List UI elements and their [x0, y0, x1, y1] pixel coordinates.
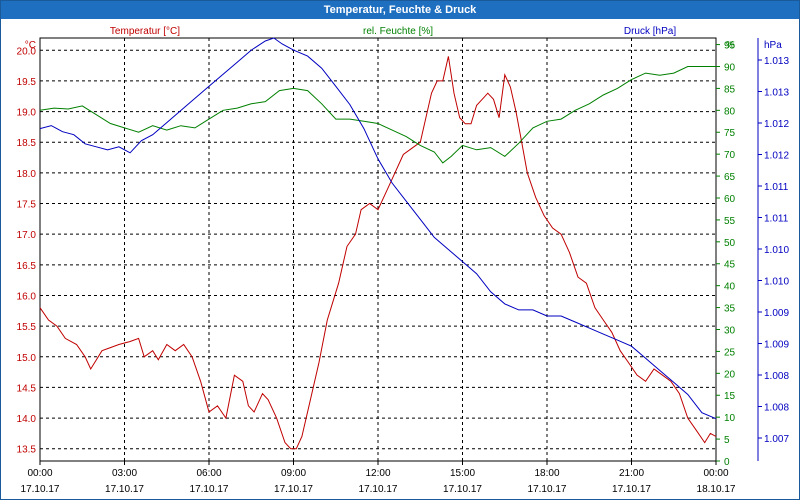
- x-tick-time: 15:00: [450, 468, 475, 479]
- humidity-tick-label: 10: [724, 413, 736, 424]
- humidity-unit: %: [726, 40, 735, 51]
- temperature-tick-label: 17.0: [17, 230, 37, 241]
- pressure-tick-label: 1.010: [764, 245, 789, 256]
- x-tick-time: 12:00: [365, 468, 390, 479]
- humidity-tick-label: 45: [724, 260, 736, 271]
- series-lines: [39, 37, 717, 450]
- pressure-line: [39, 37, 717, 420]
- x-tick-date: 17.10.17: [21, 484, 60, 495]
- humidity-tick-label: 90: [724, 62, 736, 73]
- humidity-tick-label: 70: [724, 150, 736, 161]
- temperature-tick-label: 20.0: [17, 46, 37, 57]
- temperature-unit: °C: [25, 40, 36, 51]
- grid: [40, 38, 716, 461]
- x-tick-date: 17.10.17: [105, 484, 144, 495]
- temperature-tick-label: 16.5: [17, 261, 37, 272]
- temperature-tick-label: 14.5: [17, 383, 37, 394]
- x-tick-date: 17.10.17: [443, 484, 482, 495]
- pressure-tick-label: 1.011: [764, 214, 789, 225]
- pressure-tick-label: 1.009: [764, 308, 789, 319]
- humidity-tick-label: 80: [724, 106, 736, 117]
- legend-humidity: rel. Feuchte [%]: [363, 26, 433, 37]
- humidity-tick-label: 95: [724, 41, 736, 52]
- temperature-tick-label: 18.0: [17, 169, 37, 180]
- temperature-tick-label: 15.0: [17, 353, 37, 364]
- temperature-tick-label: 14.0: [17, 414, 37, 425]
- pressure-tick-label: 1.012: [764, 151, 789, 162]
- pressure-tick-label: 1.008: [764, 403, 789, 414]
- humidity-tick-label: 40: [724, 282, 736, 293]
- humidity-tick-label: 5: [724, 435, 730, 446]
- pressure-unit: hPa: [764, 40, 782, 51]
- temperature-tick-label: 15.5: [17, 322, 37, 333]
- x-tick-time: 09:00: [281, 468, 306, 479]
- temperature-tick-label: 19.0: [17, 108, 37, 119]
- humidity-axis: 0 5 10 15 20 25 30 35 40 45 50 55 60 65 70 75 80 85 90 95: [716, 41, 736, 468]
- legend-pressure: Druck [hPa]: [624, 26, 676, 37]
- pressure-tick-label: 1.009: [764, 340, 789, 351]
- temperature-tick-label: 16.0: [17, 291, 37, 302]
- temperature-axis: 13.5 14.0 14.5 15.0 15.5 16.0 16.5 17.0 17.5 18.0…: [17, 46, 37, 455]
- humidity-tick-label: 60: [724, 194, 736, 205]
- pressure-axis: 1.007 1.008 1.008 1.009 1.009 1.010 1.010 1.011…: [757, 38, 789, 461]
- temperature-tick-label: 19.5: [17, 77, 37, 88]
- pressure-tick-label: 1.012: [764, 119, 789, 130]
- x-tick-time: 00:00: [703, 468, 728, 479]
- x-tick-date: 17.10.17: [190, 484, 229, 495]
- humidity-tick-label: 30: [724, 325, 736, 336]
- pressure-tick-label: 1.013: [764, 88, 789, 99]
- pressure-tick-label: 1.010: [764, 277, 789, 288]
- time-axis: 00:00 17.10.17 03:00 17.10.17 06:00 17.10.17 0…: [21, 461, 736, 495]
- humidity-tick-label: 15: [724, 391, 736, 402]
- x-tick-time: 06:00: [196, 468, 221, 479]
- x-tick-date: 18.10.17: [697, 484, 736, 495]
- legend-temperature: Temperatur [°C]: [110, 26, 180, 37]
- humidity-tick-label: 55: [724, 216, 736, 227]
- humidity-tick-label: 50: [724, 238, 736, 249]
- x-tick-date: 17.10.17: [274, 484, 313, 495]
- humidity-tick-label: 0: [724, 457, 730, 468]
- x-tick-date: 17.10.17: [612, 484, 651, 495]
- pressure-tick-label: 1.011: [764, 182, 789, 193]
- humidity-tick-label: 25: [724, 347, 736, 358]
- temperature-tick-label: 13.5: [17, 445, 37, 456]
- window-title: Temperatur, Feuchte & Druck: [1, 1, 799, 19]
- humidity-tick-label: 85: [724, 84, 736, 95]
- pressure-tick-label: 1.013: [764, 56, 789, 67]
- temperature-tick-label: 17.5: [17, 200, 37, 211]
- x-tick-time: 00:00: [27, 468, 52, 479]
- x-tick-time: 03:00: [112, 468, 137, 479]
- humidity-tick-label: 20: [724, 369, 736, 380]
- pressure-tick-label: 1.008: [764, 371, 789, 382]
- x-tick-time: 21:00: [619, 468, 644, 479]
- temperature-tick-label: 18.5: [17, 138, 37, 149]
- pressure-tick-label: 1.007: [764, 434, 789, 445]
- humidity-line: [39, 66, 716, 164]
- humidity-tick-label: 65: [724, 172, 736, 183]
- humidity-tick-label: 35: [724, 304, 736, 315]
- x-tick-time: 18:00: [534, 468, 559, 479]
- temperature-line: [39, 56, 717, 450]
- x-tick-date: 17.10.17: [528, 484, 567, 495]
- humidity-tick-label: 75: [724, 128, 736, 139]
- x-tick-date: 17.10.17: [359, 484, 398, 495]
